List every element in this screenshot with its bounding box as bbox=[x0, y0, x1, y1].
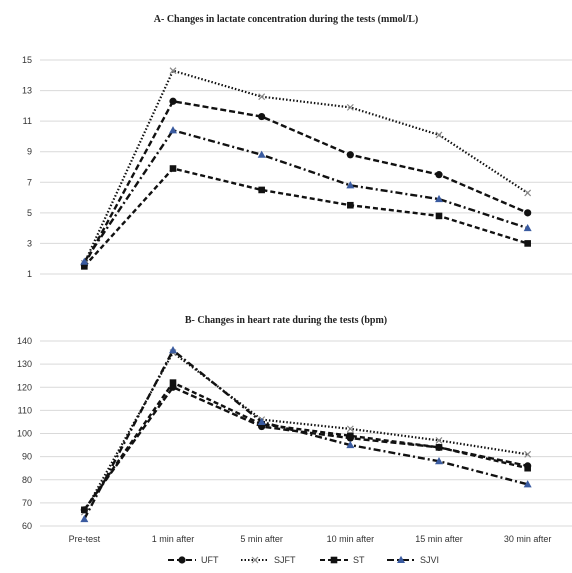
legend-item-st: ST bbox=[320, 555, 365, 565]
chart-b-y-tick-label: 90 bbox=[22, 452, 32, 462]
chart-b-x-tick-label: 30 min after bbox=[504, 534, 552, 544]
chart-b-series-st-point bbox=[81, 506, 88, 514]
chart-b-x-tick-label: 5 min after bbox=[240, 534, 283, 544]
chart-b-series-st-point bbox=[435, 444, 443, 451]
chart-b-title: B- Changes in heart rate during the test… bbox=[185, 315, 387, 326]
chart-b-y-tick-label: 120 bbox=[17, 382, 32, 392]
legend-item-uft: UFT bbox=[168, 555, 219, 565]
chart-a-y-tick-label: 13 bbox=[22, 86, 32, 96]
chart-a-series-uft-point bbox=[435, 171, 443, 179]
chart-b-y-tick-label: 60 bbox=[22, 521, 32, 531]
chart-a-title: A- Changes in lactate concentration duri… bbox=[154, 14, 418, 25]
chart-a-y-tick-label: 11 bbox=[23, 116, 32, 126]
chart-b-series-st-point bbox=[524, 464, 531, 472]
chart-a-series-sjft-point bbox=[346, 103, 354, 111]
legend-marker bbox=[178, 556, 186, 564]
chart-legend: UFT SJFT ST SJVI bbox=[168, 555, 439, 565]
chart-a-series-uft-line bbox=[83, 100, 529, 266]
legend-item-sjft: SJFT bbox=[241, 555, 296, 565]
legend-label: ST bbox=[353, 555, 365, 565]
chart-a-series-st-point bbox=[169, 165, 177, 172]
chart-a-series-sjvi-point bbox=[257, 150, 266, 158]
chart-b-series-uft-line bbox=[83, 386, 528, 511]
chart-b-x-tick-label: 15 min after bbox=[415, 534, 463, 544]
legend-label: SJVI bbox=[420, 555, 439, 565]
chart-b-series-sjft-point bbox=[346, 425, 354, 433]
chart-a-series-st-point bbox=[81, 263, 88, 270]
chart-a-series-uft-point bbox=[346, 151, 354, 159]
chart-b-y-tick-label: 130 bbox=[17, 359, 32, 369]
chart-b-y-tick-label: 80 bbox=[22, 475, 32, 485]
chart-a-series-sjft-point bbox=[258, 93, 266, 101]
chart-a-y-tick-label: 3 bbox=[27, 238, 32, 248]
chart-b-series-st-point bbox=[347, 432, 354, 440]
chart-b-series-sjft-point bbox=[524, 450, 532, 458]
chart-b-series-sjvi-point bbox=[435, 457, 443, 465]
chart-a-series-st-line bbox=[83, 167, 529, 268]
chart-b-series-sjvi-point bbox=[169, 346, 177, 354]
chart-a-series-uft-point bbox=[258, 112, 266, 121]
legend-item-sjvi: SJVI bbox=[387, 555, 439, 565]
chart-a-y-tick-label: 5 bbox=[27, 208, 32, 218]
chart-b-x-tick-label: 10 min after bbox=[327, 534, 375, 544]
chart-a-series-sjvi-point bbox=[169, 126, 177, 134]
chart-a-series-st-point bbox=[347, 201, 354, 209]
chart-a-y-tick-label: 9 bbox=[27, 147, 32, 157]
chart-b-series-sjvi-point bbox=[257, 417, 266, 425]
chart-a-series-sjvi-point bbox=[435, 194, 443, 203]
chart-b-series-sjvi-point bbox=[80, 514, 89, 523]
chart-b-y-tick-label: 140 bbox=[17, 336, 32, 346]
chart-a-series-sjft-point bbox=[524, 189, 532, 197]
legend-label: UFT bbox=[201, 555, 219, 565]
chart-b-series-sjft-line bbox=[83, 351, 528, 513]
chart-b-y-tick-label: 110 bbox=[18, 405, 32, 415]
chart-b-series-sjft-point bbox=[435, 437, 443, 444]
chart-a-series-sjvi-line bbox=[83, 129, 529, 263]
chart-a-series-sjft-point bbox=[435, 131, 443, 139]
chart-a-series-sjvi-point bbox=[523, 223, 532, 232]
chart-a-series-uft-point bbox=[169, 97, 177, 105]
chart-b-x-tick-label: 1 min after bbox=[152, 534, 195, 544]
chart-a-series-st-point bbox=[258, 186, 265, 194]
legend-marker bbox=[330, 556, 338, 564]
chart-b-plot: 60 70 80 90 100 110 120 130 140 Pre-test 1 min aft… bbox=[17, 336, 572, 544]
legend-marker bbox=[397, 555, 405, 563]
chart-a-series-st-point bbox=[435, 212, 443, 220]
chart-a-y-tick-label: 7 bbox=[27, 177, 32, 187]
legend-marker bbox=[251, 556, 259, 564]
chart-b-y-tick-label: 70 bbox=[22, 498, 32, 508]
chart-b-series-sjvi-line bbox=[83, 349, 528, 520]
chart-b-series-st-point bbox=[169, 379, 177, 386]
chart-b-series-st-line bbox=[83, 381, 528, 511]
legend-label: SJFT bbox=[274, 555, 296, 565]
chart-a-y-tick-label: 1 bbox=[27, 269, 32, 279]
chart-a-series-sjvi-point bbox=[80, 257, 89, 265]
chart-b-series-sjvi-point bbox=[346, 440, 355, 449]
chart-a-series-uft-point bbox=[524, 209, 532, 217]
chart-a-series-sjft-point bbox=[169, 67, 177, 75]
chart-a-series-sjft-line bbox=[83, 69, 529, 264]
chart-b-x-tick-label: Pre-test bbox=[69, 534, 101, 544]
chart-a-series-sjvi-point bbox=[346, 181, 355, 189]
chart-a-y-tick-label: 15 bbox=[22, 55, 32, 65]
chart-b-y-tick-label: 100 bbox=[17, 429, 32, 439]
chart-b-series-sjvi-point bbox=[523, 480, 532, 488]
chart-a-series-st-point bbox=[524, 240, 531, 247]
